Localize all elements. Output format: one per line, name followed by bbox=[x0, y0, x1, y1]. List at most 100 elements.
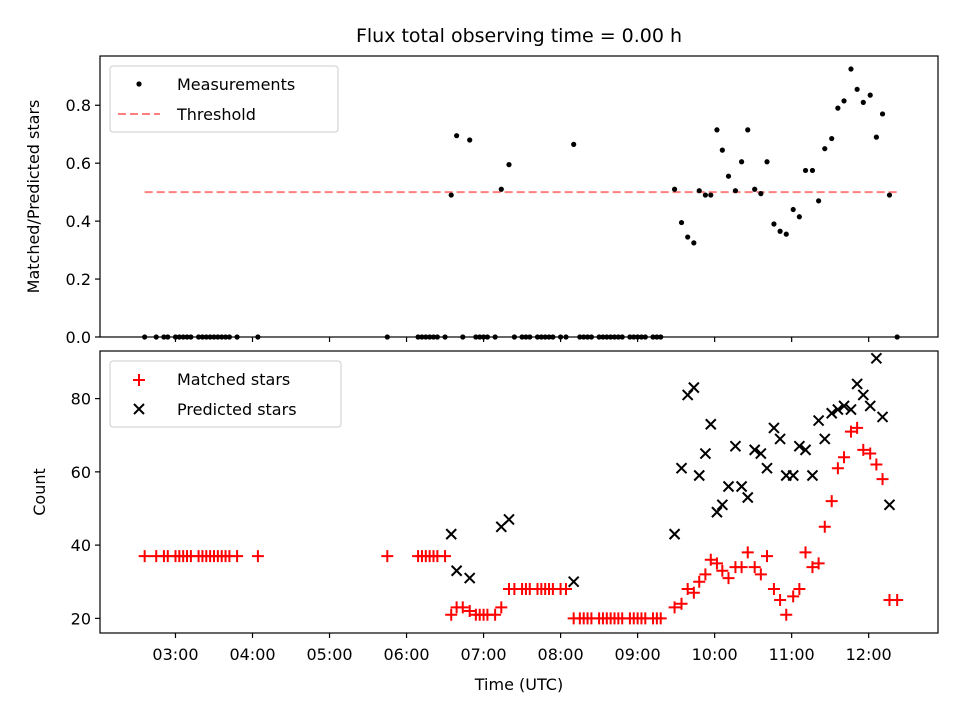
bottom-legend: Matched stars Predicted stars bbox=[109, 360, 342, 428]
top-y-tick-label-2: 0.4 bbox=[66, 212, 91, 231]
matched-point-95 bbox=[825, 495, 838, 508]
top-y-tick-label-4: 0.8 bbox=[66, 96, 91, 115]
matched-point-89 bbox=[787, 590, 800, 603]
predicted-point-26 bbox=[793, 440, 806, 452]
matched-point-19 bbox=[251, 550, 264, 563]
measurement-point-71 bbox=[678, 219, 685, 226]
legend-marker-matched bbox=[133, 374, 145, 386]
measurement-point-37 bbox=[498, 186, 504, 192]
x-axis-label: Time (UTC) bbox=[474, 675, 563, 694]
measurement-point-75 bbox=[702, 192, 708, 198]
predicted-point-11 bbox=[699, 447, 712, 460]
predicted-point-23 bbox=[774, 433, 786, 445]
x-tick-label-3: 06:00 bbox=[383, 645, 429, 664]
predicted-point-28 bbox=[806, 469, 819, 482]
measurement-point-98 bbox=[848, 66, 854, 72]
measurement-point-83 bbox=[752, 186, 758, 192]
predicted-point-2 bbox=[463, 572, 476, 584]
measurement-point-95 bbox=[829, 135, 835, 142]
predicted-point-17 bbox=[735, 480, 748, 493]
matched-point-37 bbox=[495, 601, 508, 614]
measurement-point-99 bbox=[854, 86, 860, 92]
matched-point-100 bbox=[857, 443, 870, 456]
measurement-point-79 bbox=[725, 173, 732, 179]
predicted-point-13 bbox=[711, 506, 723, 518]
measurement-point-28 bbox=[448, 192, 454, 198]
predicted-point-7 bbox=[675, 462, 688, 474]
x-tick-label-0: 03:00 bbox=[152, 645, 198, 664]
matched-point-101 bbox=[864, 447, 877, 460]
matched-point-36 bbox=[489, 608, 502, 621]
matched-point-93 bbox=[812, 557, 825, 570]
measurement-point-82 bbox=[745, 127, 751, 133]
top-axes-frame bbox=[99, 55, 939, 338]
matched-point-102 bbox=[870, 458, 883, 471]
predicted-point-0 bbox=[445, 528, 457, 540]
measurement-point-90 bbox=[796, 214, 802, 220]
measurement-point-93 bbox=[816, 198, 822, 204]
measurement-point-94 bbox=[822, 146, 828, 152]
matched-point-49 bbox=[559, 583, 572, 596]
top-y-tick-label-3: 0.6 bbox=[66, 154, 91, 173]
measurement-point-96 bbox=[835, 105, 841, 111]
measurement-point-50 bbox=[571, 141, 577, 147]
matched-point-82 bbox=[741, 546, 754, 559]
measurement-point-102 bbox=[873, 134, 879, 140]
x-tick-label-4: 07:00 bbox=[461, 645, 507, 664]
matched-point-97 bbox=[838, 451, 851, 464]
matched-point-30 bbox=[456, 601, 469, 614]
matched-point-105 bbox=[891, 594, 904, 607]
predicted-point-18 bbox=[742, 491, 754, 504]
matched-point-87 bbox=[774, 594, 787, 607]
measurement-point-92 bbox=[809, 167, 816, 174]
bottom-y-tick-label-0: 20 bbox=[71, 609, 91, 628]
bottom-y-tick-label-2: 60 bbox=[71, 463, 91, 482]
predicted-point-6 bbox=[668, 528, 681, 540]
predicted-point-4 bbox=[503, 513, 515, 526]
predicted-point-31 bbox=[826, 407, 838, 419]
measurement-point-72 bbox=[685, 234, 691, 240]
x-tick-label-5: 08:00 bbox=[538, 645, 584, 664]
x-tick-label-2: 05:00 bbox=[306, 645, 352, 664]
bottom-legend-box bbox=[109, 360, 342, 428]
measurement-point-29 bbox=[454, 133, 460, 139]
matched-point-28 bbox=[445, 608, 458, 621]
measurement-point-101 bbox=[867, 92, 873, 98]
matched-point-103 bbox=[876, 473, 889, 486]
measurement-point-87 bbox=[777, 228, 783, 234]
predicted-point-38 bbox=[870, 352, 883, 365]
bottom-y-tick-label-3: 80 bbox=[71, 390, 91, 409]
measurement-point-81 bbox=[738, 159, 745, 165]
legend-marker-predicted bbox=[133, 403, 145, 415]
predicted-point-14 bbox=[716, 499, 729, 511]
measurement-point-70 bbox=[671, 186, 678, 192]
top-legend-box bbox=[109, 65, 339, 133]
matched-point-18 bbox=[231, 550, 244, 563]
x-tick-label-8: 11:00 bbox=[769, 645, 815, 664]
top-y-axis-label: Matched/Predicted stars bbox=[24, 100, 43, 294]
bottom-x-ticks: 03:00 04:00 05:00 06:00 07:00 08:00 09:00 10:00… bbox=[152, 633, 892, 664]
chart-title: Flux total observing time = 0.00 h bbox=[356, 25, 682, 47]
predicted-point-33 bbox=[838, 400, 850, 412]
matched-point-76 bbox=[704, 553, 717, 566]
matched-point-85 bbox=[761, 550, 774, 563]
predicted-point-25 bbox=[787, 469, 799, 482]
predicted-point-40 bbox=[883, 499, 896, 511]
predicted-point-5 bbox=[567, 576, 580, 588]
x-tick-label-9: 12:00 bbox=[846, 645, 892, 664]
predicted-point-9 bbox=[688, 381, 700, 394]
matched-point-94 bbox=[818, 520, 831, 533]
bottom-y-axis-label: Count bbox=[30, 468, 49, 516]
measurement-point-89 bbox=[790, 206, 796, 213]
predicted-point-20 bbox=[755, 447, 767, 460]
matched-point-84 bbox=[754, 568, 767, 581]
matched-point-98 bbox=[844, 425, 857, 438]
matched-point-81 bbox=[735, 561, 748, 574]
measurement-point-88 bbox=[783, 231, 789, 237]
matched-point-72 bbox=[681, 583, 694, 596]
top-x-ticks bbox=[174, 337, 870, 342]
matched-point-99 bbox=[851, 421, 864, 434]
matched-point-92 bbox=[806, 561, 819, 574]
